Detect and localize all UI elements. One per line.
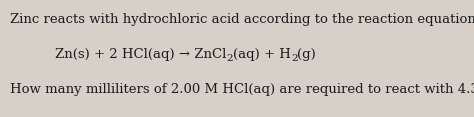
Text: (g): (g)	[298, 48, 316, 61]
Text: Zinc reacts with hydrochloric acid according to the reaction equation: Zinc reacts with hydrochloric acid accor…	[10, 13, 474, 26]
Text: (aq) + H: (aq) + H	[233, 48, 291, 61]
Text: 2: 2	[227, 55, 233, 64]
Text: 2: 2	[291, 55, 298, 64]
Text: How many milliliters of 2.00 M HCl(aq) are required to react with 4.35 g Zn(s)?: How many milliliters of 2.00 M HCl(aq) a…	[10, 83, 474, 96]
Text: Zn(s) + 2 HCl(aq) → ZnCl: Zn(s) + 2 HCl(aq) → ZnCl	[55, 48, 227, 61]
